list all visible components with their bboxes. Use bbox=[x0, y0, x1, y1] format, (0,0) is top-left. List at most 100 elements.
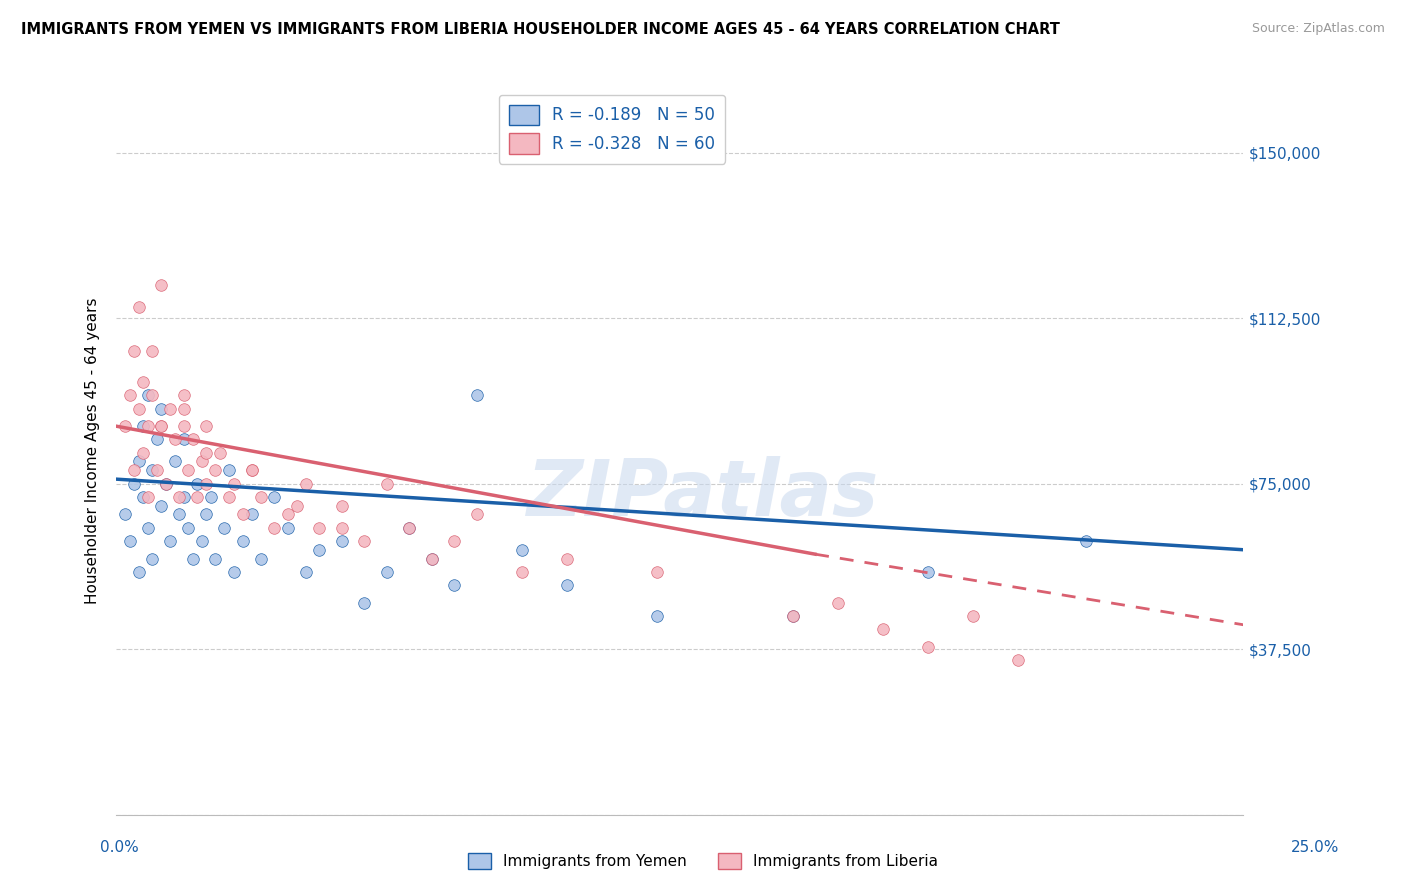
Point bbox=[128, 565, 150, 579]
Point bbox=[330, 521, 353, 535]
Point bbox=[195, 419, 218, 434]
Point bbox=[218, 463, 240, 477]
Point bbox=[128, 454, 150, 468]
Point bbox=[136, 490, 159, 504]
Point bbox=[375, 476, 398, 491]
Point bbox=[195, 445, 218, 459]
Point bbox=[150, 277, 173, 292]
Point bbox=[132, 419, 155, 434]
Point bbox=[222, 476, 245, 491]
Point bbox=[204, 551, 226, 566]
Point bbox=[150, 419, 173, 434]
Point bbox=[169, 508, 191, 522]
Point bbox=[249, 551, 271, 566]
Point bbox=[173, 419, 195, 434]
Point bbox=[420, 551, 443, 566]
Point bbox=[163, 454, 186, 468]
Point bbox=[249, 490, 271, 504]
Point bbox=[647, 609, 669, 624]
Point bbox=[146, 463, 169, 477]
Point bbox=[186, 490, 208, 504]
Point bbox=[181, 551, 204, 566]
Point bbox=[150, 401, 173, 416]
Point bbox=[1074, 533, 1097, 548]
Point bbox=[917, 565, 939, 579]
Point bbox=[124, 344, 146, 359]
Point bbox=[872, 622, 894, 636]
Point bbox=[128, 300, 150, 314]
Point bbox=[195, 476, 218, 491]
Point bbox=[398, 521, 420, 535]
Point bbox=[465, 388, 488, 402]
Point bbox=[150, 499, 173, 513]
Point bbox=[195, 508, 218, 522]
Point bbox=[141, 388, 163, 402]
Point bbox=[555, 551, 578, 566]
Point bbox=[240, 508, 263, 522]
Point bbox=[155, 476, 177, 491]
Point bbox=[132, 375, 155, 389]
Point bbox=[263, 490, 285, 504]
Point bbox=[141, 344, 163, 359]
Point bbox=[173, 490, 195, 504]
Point bbox=[141, 463, 163, 477]
Point bbox=[398, 521, 420, 535]
Point bbox=[141, 551, 163, 566]
Text: Source: ZipAtlas.com: Source: ZipAtlas.com bbox=[1251, 22, 1385, 36]
Point bbox=[124, 463, 146, 477]
Point bbox=[159, 401, 181, 416]
Point bbox=[330, 533, 353, 548]
Point bbox=[647, 565, 669, 579]
Point bbox=[222, 565, 245, 579]
Legend: Immigrants from Yemen, Immigrants from Liberia: Immigrants from Yemen, Immigrants from L… bbox=[463, 847, 943, 875]
Point bbox=[353, 533, 375, 548]
Point bbox=[555, 578, 578, 592]
Point bbox=[231, 533, 253, 548]
Point bbox=[294, 565, 316, 579]
Point bbox=[132, 490, 155, 504]
Point bbox=[782, 609, 804, 624]
Point bbox=[191, 454, 214, 468]
Point bbox=[375, 565, 398, 579]
Point bbox=[136, 419, 159, 434]
Point bbox=[443, 578, 465, 592]
Point bbox=[124, 476, 146, 491]
Point bbox=[155, 476, 177, 491]
Point bbox=[159, 533, 181, 548]
Point bbox=[465, 508, 488, 522]
Point bbox=[1007, 653, 1029, 667]
Point bbox=[330, 499, 353, 513]
Point bbox=[240, 463, 263, 477]
Point bbox=[962, 609, 984, 624]
Point bbox=[136, 388, 159, 402]
Point bbox=[163, 433, 186, 447]
Point bbox=[231, 508, 253, 522]
Point bbox=[204, 463, 226, 477]
Point bbox=[169, 490, 191, 504]
Point bbox=[277, 508, 299, 522]
Point bbox=[132, 445, 155, 459]
Point bbox=[353, 596, 375, 610]
Point bbox=[263, 521, 285, 535]
Point bbox=[177, 463, 200, 477]
Point bbox=[136, 521, 159, 535]
Point bbox=[208, 445, 231, 459]
Point bbox=[177, 521, 200, 535]
Text: 0.0%: 0.0% bbox=[100, 840, 139, 855]
Point bbox=[285, 499, 308, 513]
Point bbox=[917, 640, 939, 654]
Point bbox=[240, 463, 263, 477]
Point bbox=[782, 609, 804, 624]
Text: ZIPatlas: ZIPatlas bbox=[526, 456, 879, 533]
Point bbox=[191, 533, 214, 548]
Point bbox=[114, 508, 136, 522]
Point bbox=[510, 565, 533, 579]
Point bbox=[150, 419, 173, 434]
Point bbox=[186, 476, 208, 491]
Point bbox=[420, 551, 443, 566]
Point bbox=[443, 533, 465, 548]
Point bbox=[128, 401, 150, 416]
Point bbox=[294, 476, 316, 491]
Point bbox=[214, 521, 236, 535]
Point bbox=[218, 490, 240, 504]
